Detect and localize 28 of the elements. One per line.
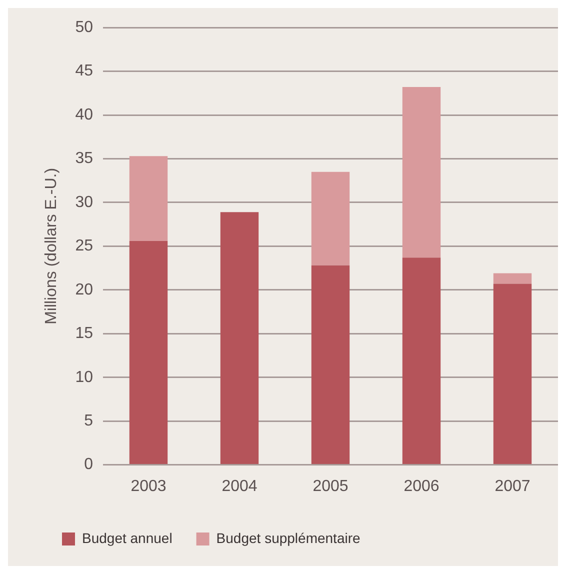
y-tick-label: 30 (75, 194, 94, 211)
bar (402, 87, 441, 258)
y-tick-label: 5 (84, 412, 94, 430)
y-tick-label: 10 (75, 368, 94, 386)
x-tick-label: 2007 (494, 478, 530, 495)
bar (311, 265, 350, 464)
bar (402, 258, 441, 464)
y-tick-label: 20 (75, 281, 94, 298)
legend-label: Budget supplémentaire (216, 530, 360, 546)
bar (129, 240, 168, 464)
bar (493, 284, 532, 464)
bar (493, 273, 532, 284)
x-tick-label: 2003 (130, 478, 166, 495)
y-tick-label: 0 (84, 456, 94, 474)
bar (311, 172, 350, 266)
legend-label: Budget annuel (82, 530, 172, 546)
y-tick-label: 45 (75, 62, 94, 80)
bar (129, 156, 168, 241)
y-tick-label: 35 (75, 150, 94, 168)
y-tick-label: 25 (75, 238, 94, 255)
y-tick-label: 15 (75, 325, 94, 342)
x-tick-label: 2006 (404, 478, 440, 495)
x-tick-label: 2004 (222, 478, 258, 495)
x-tick-label: 2005 (312, 478, 348, 495)
y-axis-title: Millions (dollars E.-U.) (43, 168, 60, 324)
bar (220, 212, 259, 464)
y-tick-label: 50 (75, 19, 94, 36)
y-tick-label: 40 (75, 106, 94, 124)
